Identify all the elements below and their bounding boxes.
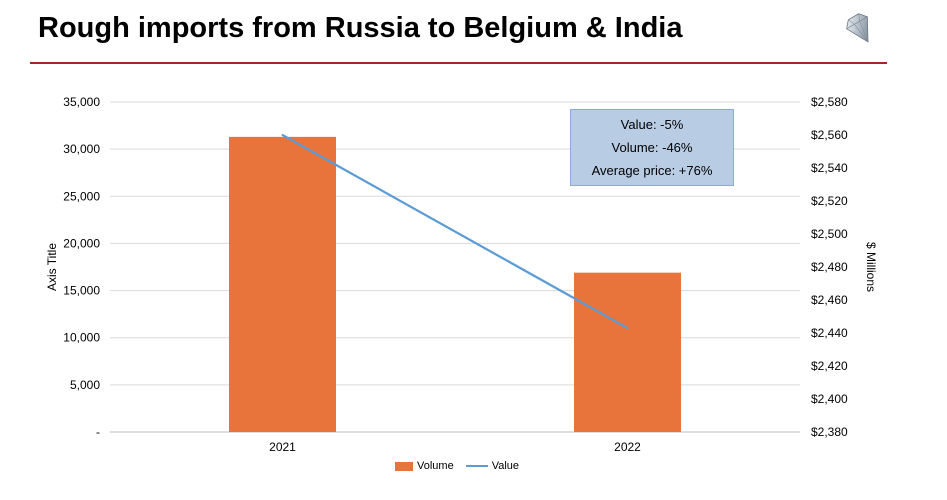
bar-volume-2022 <box>574 272 681 432</box>
callout-volume: Volume: -46% <box>611 139 693 155</box>
x-tick-label: 2022 <box>614 440 641 454</box>
y2-tick-label: $2,420 <box>811 359 848 373</box>
callout-value: Value: -5% <box>620 116 684 132</box>
legend-swatch-volume <box>395 461 413 471</box>
y2-tick-label: $2,460 <box>811 293 848 307</box>
y-tick-label: 25,000 <box>63 189 100 203</box>
y-axis-title: Axis Title <box>45 243 59 291</box>
summary-callout: Value: -5% Volume: -46% Average price: +… <box>570 109 734 186</box>
y2-tick-label: $2,500 <box>811 227 848 241</box>
chart-legend: Volume Value <box>395 460 531 472</box>
y-tick-label: 20,000 <box>63 236 100 250</box>
point-value-2022 <box>626 327 629 330</box>
y-tick-label: 15,000 <box>63 284 100 298</box>
y-tick-label: 5,000 <box>70 378 100 392</box>
bar-volume-2021 <box>229 136 336 432</box>
y2-tick-label: $2,400 <box>811 392 848 406</box>
legend-item-volume: Volume <box>395 460 454 472</box>
page-title: Rough imports from Russia to Belgium & I… <box>38 12 683 44</box>
y2-axis-title: $ Millions <box>864 242 878 292</box>
title-divider <box>30 62 887 64</box>
y-tick-label: 35,000 <box>63 95 100 109</box>
x-tick-label: 2021 <box>269 440 296 454</box>
legend-label-value: Value <box>491 460 520 472</box>
y2-tick-label: $2,380 <box>811 425 848 439</box>
y2-tick-label: $2,440 <box>811 326 848 340</box>
legend-swatch-value <box>465 465 488 467</box>
legend-label-volume: Volume <box>417 460 454 472</box>
y-tick-label: - <box>96 425 100 439</box>
y-tick-label: 30,000 <box>63 142 100 156</box>
y2-tick-label: $2,580 <box>811 95 848 109</box>
legend-item-value: Value <box>465 460 520 472</box>
y2-tick-label: $2,480 <box>811 260 848 274</box>
diamond-icon <box>846 13 869 43</box>
y2-tick-label: $2,540 <box>811 161 848 175</box>
y2-tick-label: $2,520 <box>811 194 848 208</box>
line-value <box>281 134 629 330</box>
point-value-2021 <box>281 134 284 136</box>
callout-price: Average price: +76% <box>591 162 713 178</box>
y2-tick-label: $2,560 <box>811 128 848 142</box>
y-tick-label: 10,000 <box>63 331 100 345</box>
